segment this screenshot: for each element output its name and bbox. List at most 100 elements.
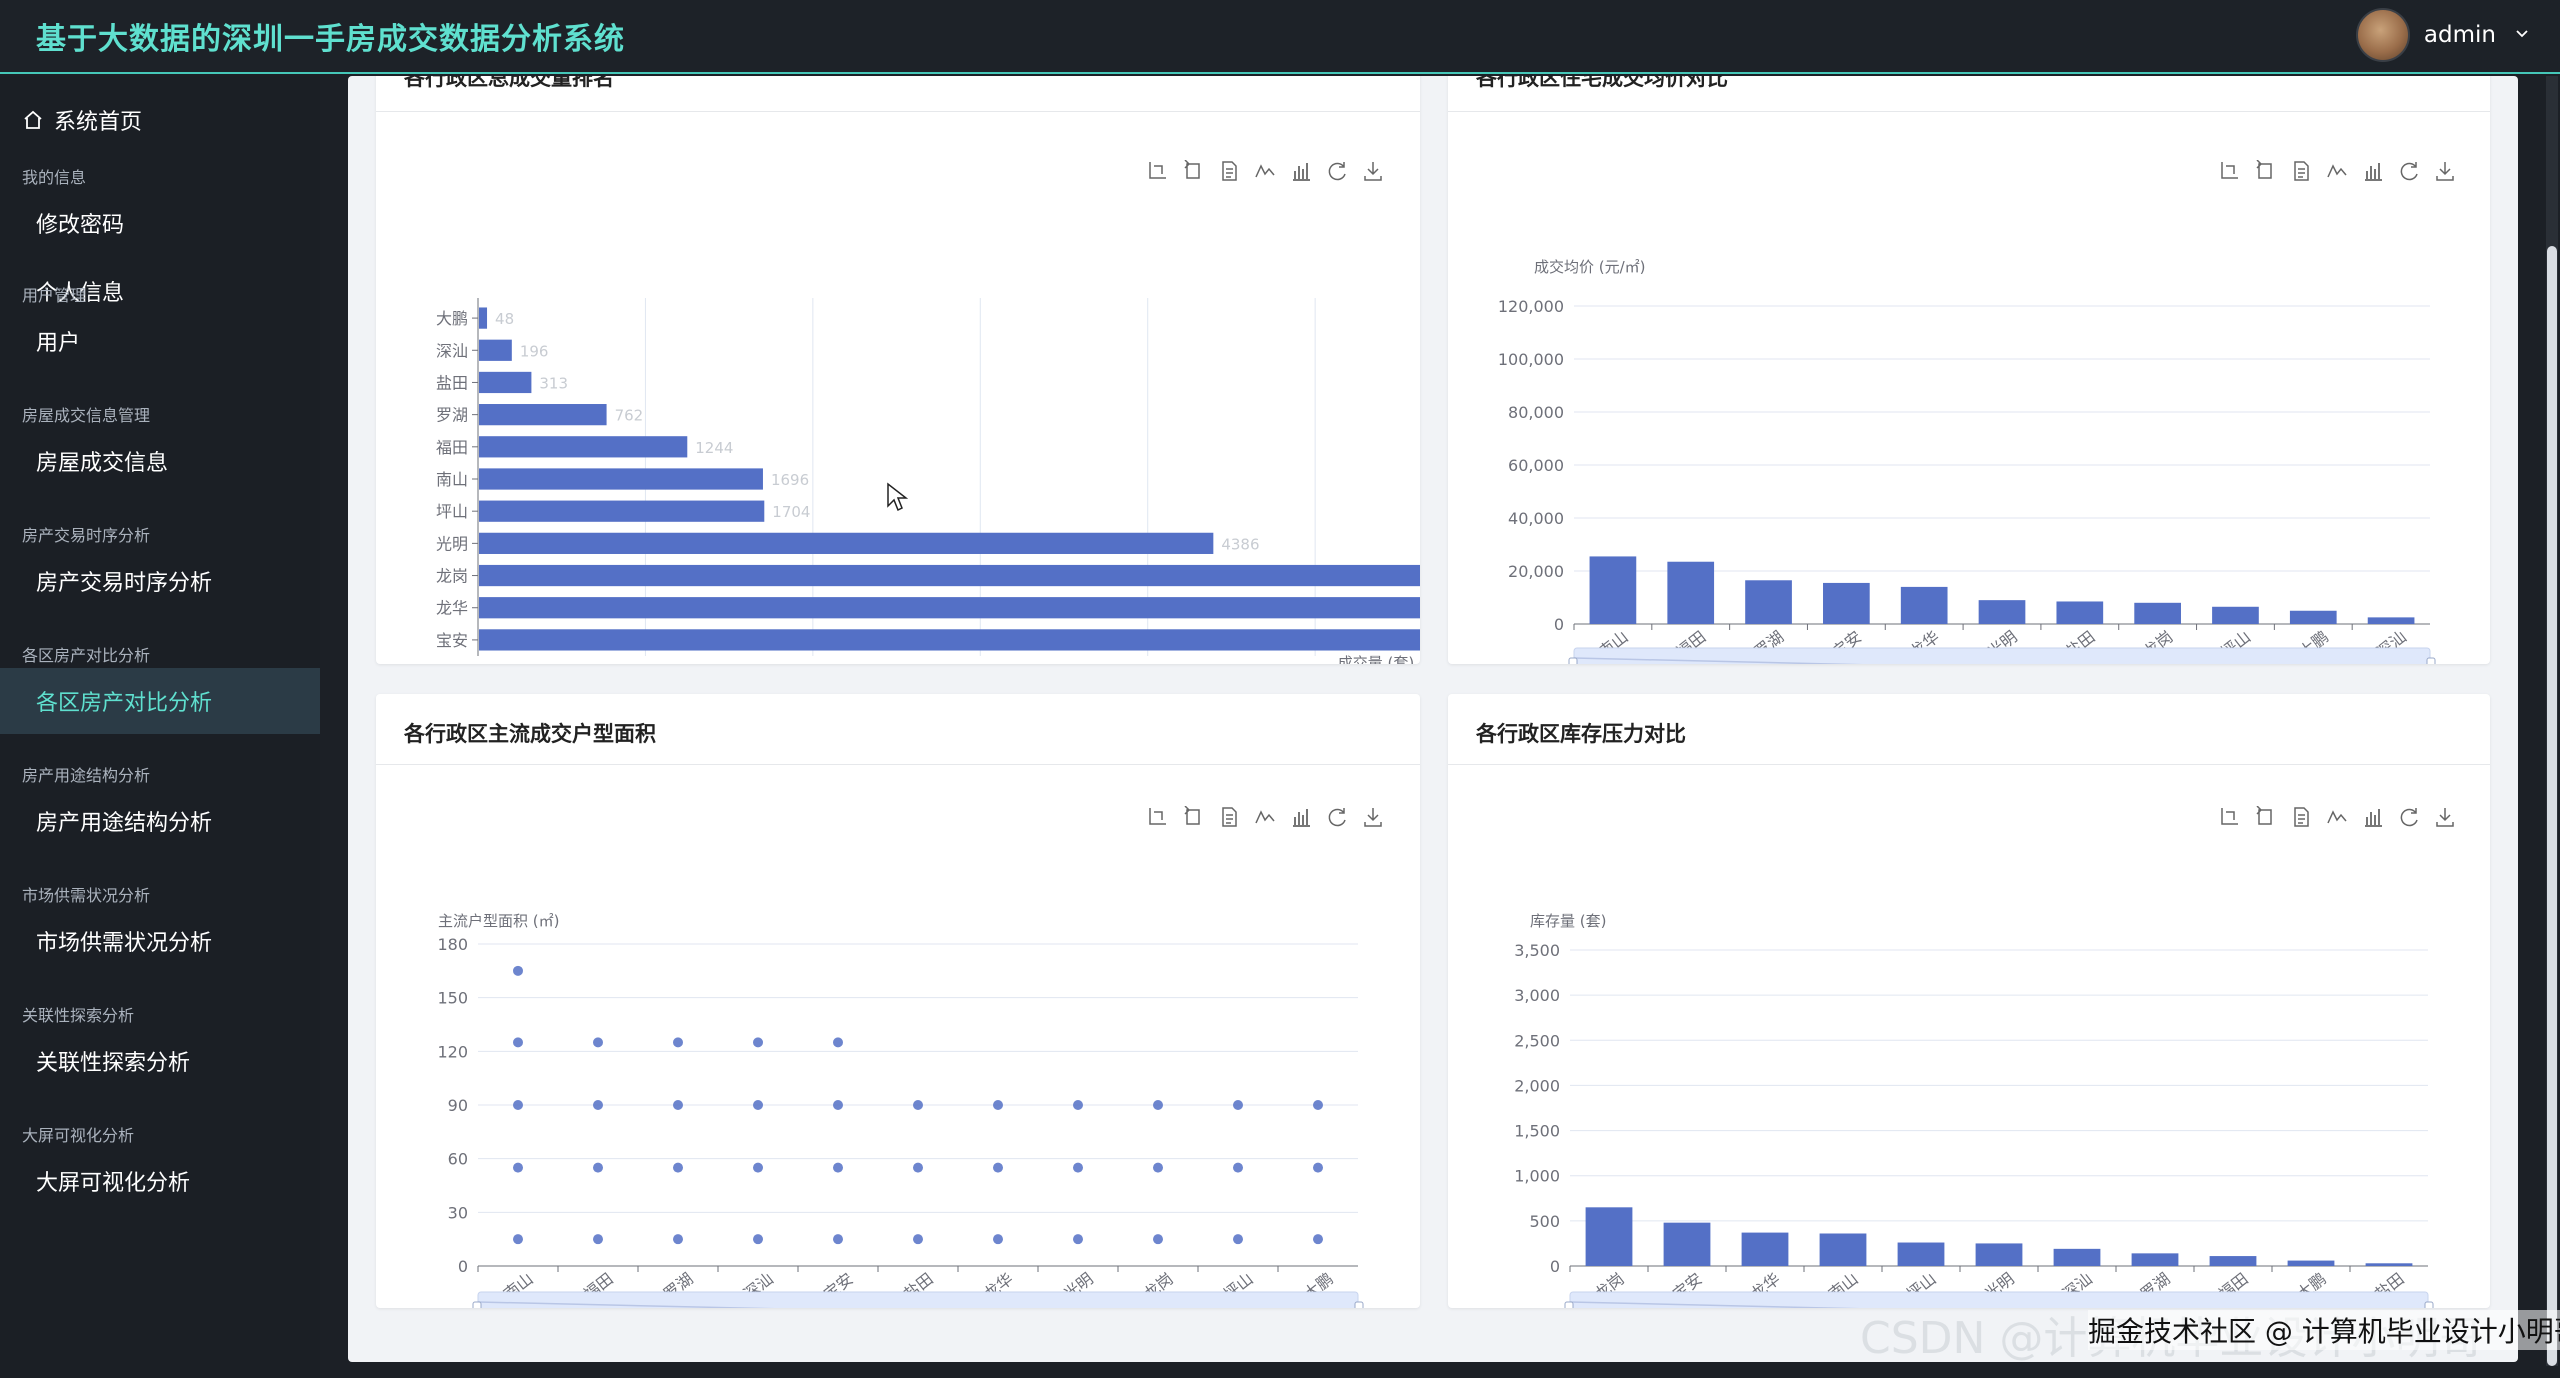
line-icon[interactable]	[2326, 160, 2348, 182]
system-title: 基于大数据的深圳一手房成交数据分析系统	[36, 22, 625, 57]
y-tick-label: 100,000	[1498, 350, 1564, 369]
save-image-icon[interactable]	[1362, 160, 1384, 182]
y-tick-label: 0	[1550, 1257, 1560, 1276]
bar	[1897, 1242, 1945, 1266]
sidebar-group-title: 房屋成交信息管理	[22, 406, 151, 425]
restore-icon[interactable]	[2398, 806, 2420, 828]
bar	[479, 307, 488, 329]
zoom-icon[interactable]	[1146, 806, 1168, 828]
chart-card-unit-area: 各行政区主流成交户型面积 0 30 60 90 120 150 180 主流户型面积 (㎡) 南…	[376, 694, 1420, 1308]
restore-icon[interactable]	[1326, 160, 1348, 182]
sidebar-group-title: 关联性探索分析	[22, 1006, 135, 1025]
sidebar-item[interactable]: 房产用途结构分析	[36, 811, 213, 836]
zoom-icon[interactable]	[1146, 160, 1168, 182]
data-label: 4386	[1221, 535, 1259, 553]
bar	[2287, 1260, 2335, 1266]
y-tick-label: 1,000	[1514, 1167, 1560, 1186]
scatter-point	[1153, 1234, 1163, 1245]
y-tick-label: 500	[1529, 1212, 1560, 1231]
sidebar-item[interactable]: 市场供需状况分析	[36, 931, 213, 956]
scatter-point	[913, 1234, 923, 1245]
y-tick-label: 龙岗	[436, 567, 468, 586]
save-image-icon[interactable]	[2434, 160, 2456, 182]
zoom-icon[interactable]	[2218, 806, 2240, 828]
y-tick-label: 坪山	[436, 502, 468, 521]
username[interactable]: admin	[2423, 22, 2496, 48]
scatter-point	[513, 1162, 523, 1173]
data-view-icon[interactable]	[1218, 806, 1240, 828]
page-scrollbar[interactable]	[2546, 76, 2558, 1366]
bar-icon[interactable]	[1290, 160, 1312, 182]
y-tick-label: 60	[448, 1150, 468, 1169]
restore-icon[interactable]	[2398, 160, 2420, 182]
sidebar-item[interactable]: 大屏可视化分析	[36, 1171, 191, 1196]
line-icon[interactable]	[1254, 806, 1276, 828]
sidebar-item[interactable]: 房产交易时序分析	[36, 571, 213, 596]
line-icon[interactable]	[1254, 160, 1276, 182]
juejin-watermark: 掘金技术社区 @ 计算机毕业设计小明哥	[2088, 1310, 2560, 1350]
data-view-icon[interactable]	[1218, 160, 1240, 182]
data-label: 1704	[772, 503, 810, 521]
zoom-icon[interactable]	[2218, 160, 2240, 182]
zoom-reset-icon[interactable]	[1182, 159, 1204, 182]
datazoom-slider	[1569, 1291, 2429, 1308]
zoom-reset-icon[interactable]	[1182, 805, 1204, 828]
scatter-point	[1233, 1162, 1243, 1173]
card-title: 各行政区总成交量排名	[404, 76, 614, 90]
y-tick-label: 40,000	[1508, 509, 1564, 528]
datazoom-handle-left	[472, 1301, 482, 1308]
sidebar-item[interactable]: 个人信息	[36, 281, 125, 306]
chevron-down-icon[interactable]	[2514, 25, 2530, 46]
bar-icon[interactable]	[2362, 160, 2384, 182]
save-image-icon[interactable]	[1362, 806, 1384, 828]
save-image-icon[interactable]	[2434, 806, 2456, 828]
zoom-reset-icon[interactable]	[2254, 159, 2276, 182]
sidebar-item-home[interactable]: 系统首页	[22, 100, 142, 140]
sidebar-group-title: 我的信息	[22, 168, 87, 187]
y-tick-label: 大鹏	[436, 309, 468, 328]
data-view-icon[interactable]	[2290, 160, 2312, 182]
zoom-reset-icon[interactable]	[2254, 805, 2276, 828]
data-view-icon[interactable]	[2290, 806, 2312, 828]
datazoom-shadow	[1569, 1301, 1862, 1308]
scatter-point	[1153, 1100, 1163, 1110]
restore-icon[interactable]	[1326, 806, 1348, 828]
y-tick-label: 20,000	[1508, 562, 1564, 581]
y-tick-label: 0	[1554, 615, 1564, 634]
scatter-point	[753, 1234, 763, 1245]
bar-icon[interactable]	[1290, 806, 1312, 828]
user-menu[interactable]: admin	[2355, 6, 2530, 64]
y-axis-title: 库存量 (套)	[1530, 912, 1606, 930]
scatter-point	[1313, 1162, 1323, 1173]
bar	[2209, 1256, 2257, 1266]
scatter-point	[833, 1162, 843, 1173]
scatter-point	[1233, 1100, 1243, 1110]
sidebar-item[interactable]: 关联性探索分析	[36, 1051, 191, 1076]
bar-icon[interactable]	[2362, 806, 2384, 828]
sidebar-item[interactable]: 各区房产对比分析	[0, 668, 320, 734]
bar	[1819, 1233, 1867, 1266]
data-label: 313	[539, 374, 568, 392]
bar	[479, 371, 532, 394]
line-icon[interactable]	[2326, 806, 2348, 828]
y-tick-label: 宝安	[436, 631, 468, 650]
y-tick-label: 2,500	[1514, 1031, 1560, 1050]
bar	[1667, 561, 1715, 624]
y-tick-label: 福田	[436, 438, 468, 457]
mouse-cursor-icon	[887, 482, 908, 512]
avatar[interactable]	[2355, 8, 2410, 62]
top-header: 基于大数据的深圳一手房成交数据分析系统 admin	[0, 0, 2560, 74]
sidebar-item[interactable]: 房屋成交信息	[36, 451, 169, 476]
y-tick-label: 120,000	[1498, 297, 1564, 316]
bar-chart-avg-price: 0 20,000 40,000 60,000 80,000 100,000 120,000 成…	[1498, 258, 2436, 664]
scrollbar-thumb[interactable]	[2547, 246, 2557, 1366]
scatter-point	[1073, 1162, 1083, 1173]
bar	[2131, 1253, 2179, 1266]
sidebar-item[interactable]: 用户	[36, 331, 81, 356]
bar	[479, 404, 607, 426]
bar	[479, 597, 1420, 619]
sidebar-group-title: 市场供需状况分析	[22, 886, 151, 905]
sidebar-item[interactable]: 修改密码	[36, 213, 125, 238]
bar	[479, 500, 765, 522]
